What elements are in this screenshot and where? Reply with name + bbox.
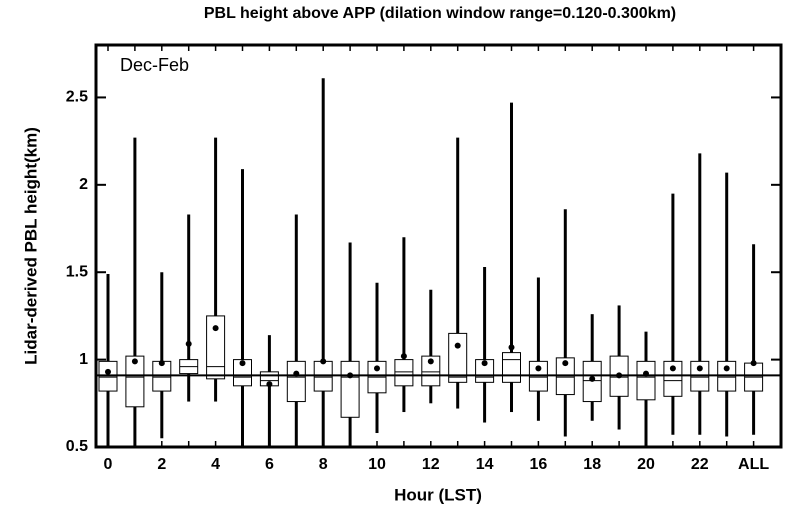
box: [636, 360, 656, 401]
mean-dot: [454, 342, 461, 349]
mean-dot: [562, 360, 569, 367]
y-tick-label: 2.5: [66, 89, 88, 106]
x-tick-label: 8: [319, 456, 328, 473]
x-tick-label: 0: [104, 456, 113, 473]
x-tick-label: 6: [265, 456, 274, 473]
mean-dot: [427, 358, 434, 365]
y-tick-label: 2: [79, 176, 88, 193]
x-tick-label: 2: [157, 456, 166, 473]
y-axis-label: Lidar-derived PBL height(km): [21, 127, 40, 365]
mean-dot: [266, 381, 273, 388]
mean-dot: [239, 360, 246, 367]
box: [125, 355, 145, 408]
box: [286, 360, 306, 403]
box: [421, 355, 441, 387]
mean-dot: [696, 365, 703, 372]
annotation: Dec-Feb: [120, 55, 189, 75]
mean-dot: [750, 360, 757, 367]
box: [206, 315, 226, 380]
x-tick-label: 4: [211, 456, 220, 473]
mean-dot: [589, 375, 596, 382]
x-tick-label: 14: [476, 456, 494, 473]
box: [340, 360, 360, 418]
plot-frame: [94, 43, 783, 449]
x-tick-label: 16: [530, 456, 548, 473]
mean-dot: [481, 360, 488, 367]
mean-dot: [320, 358, 327, 365]
mean-dot: [158, 360, 165, 367]
x-axis-label: Hour (LST): [394, 485, 482, 504]
box: [663, 360, 683, 397]
box: [448, 332, 468, 383]
x-tick-label: 12: [422, 456, 440, 473]
mean-dot: [535, 365, 542, 372]
x-tick-label: 20: [637, 456, 655, 473]
mean-dot: [212, 325, 219, 332]
x-tick-label: 10: [368, 456, 386, 473]
x-tick-label: 18: [583, 456, 601, 473]
mean-dot: [131, 358, 138, 365]
mean-dot: [185, 340, 192, 347]
mean-dot: [400, 353, 407, 360]
mean-dot: [105, 368, 111, 375]
box: [233, 359, 252, 387]
chart-title: PBL height above APP (dilation window ra…: [204, 5, 676, 22]
y-tick-label: 0.5: [66, 438, 88, 455]
mean-dot: [669, 365, 676, 372]
x-tick-label: ALL: [738, 456, 769, 473]
mean-dot: [374, 365, 380, 372]
x-tick-label: 22: [691, 456, 709, 473]
mean-dot: [723, 365, 730, 372]
y-tick-label: 1.5: [66, 263, 88, 280]
y-tick-label: 1: [79, 351, 88, 368]
box: [394, 359, 414, 387]
box: [502, 352, 521, 383]
mean-dot: [508, 344, 515, 351]
